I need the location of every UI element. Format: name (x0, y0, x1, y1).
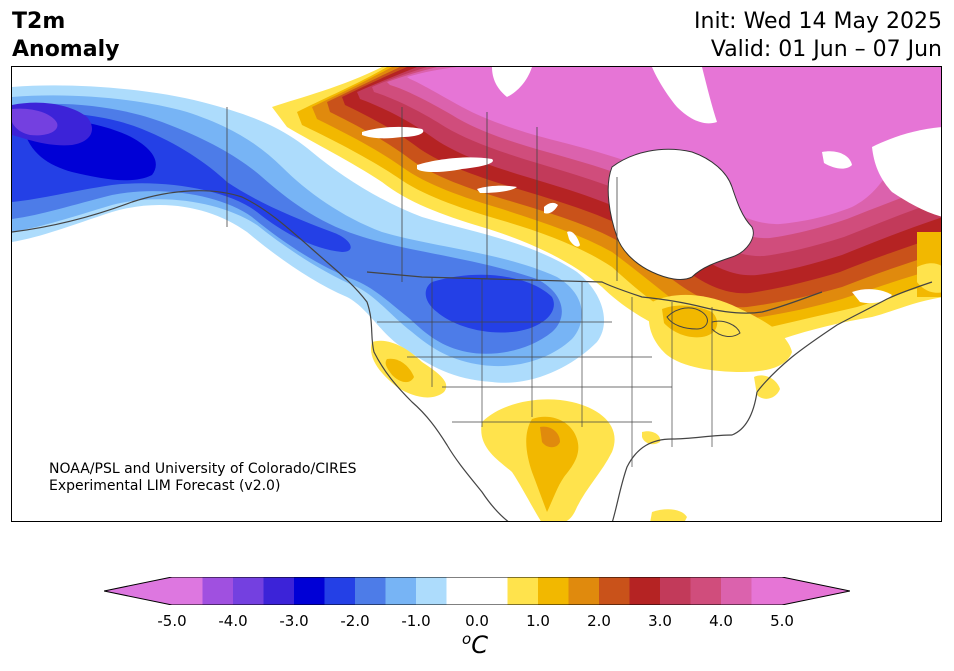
canada-provinces (226, 107, 618, 282)
us-state-grid (377, 277, 713, 467)
map-svg (12, 67, 941, 521)
texas-warm-2 (526, 416, 579, 512)
colorbar-segment (385, 577, 417, 605)
colorbar-extend-low (104, 577, 172, 605)
colorbar-tick-label: 0.0 (465, 612, 489, 630)
colorbar-segment (507, 577, 539, 605)
colorbar-segment (324, 577, 356, 605)
colorbar-tick-label: -5.0 (157, 612, 187, 630)
gulf-st-lawrence (852, 289, 892, 304)
warm-contour-9 (407, 67, 941, 225)
colorbar-tick-label: -2.0 (340, 612, 370, 630)
colorbar-segment (202, 577, 234, 605)
data-credit: NOAA/PSL and University of Colorado/CIRE… (49, 461, 357, 495)
colorbar-ticks: -5.0 -4.0 -3.0 -2.0 -1.0 0.0 1.0 2.0 3.0 4.0 5.0 (0, 612, 954, 632)
lake-winnipeg (567, 231, 580, 247)
colorbar-segment (263, 577, 295, 605)
colorbar-segment (233, 577, 264, 605)
ungava-bay (822, 151, 852, 169)
colorbar-segment (721, 577, 752, 605)
colorbar-unit: oC (462, 630, 488, 659)
great-lakes (666, 307, 741, 337)
colorbar-tick-label: 3.0 (648, 612, 672, 630)
title-line-2: Anomaly (12, 37, 120, 62)
colorbar-segment (355, 577, 386, 605)
atlantic-coastline (756, 281, 933, 393)
colorbar-extend-high (782, 577, 850, 605)
colorbar-segment (690, 577, 722, 605)
colorbar-segment (477, 577, 508, 605)
anomaly-map (11, 66, 942, 522)
colorbar-segment (599, 577, 630, 605)
forecast-dates: Init: Wed 14 May 2025 Valid: 01 Jun – 07… (694, 8, 942, 64)
colorbar-tick-label: -4.0 (218, 612, 248, 630)
colorbar-segment (416, 577, 447, 605)
cold-contour-4b (425, 274, 554, 333)
reindeer-lake (544, 202, 558, 214)
labrador-sea (872, 127, 941, 217)
colorbar-segment (629, 577, 661, 605)
valid-range: Valid: 01 Jun – 07 Jun (710, 37, 942, 62)
great-bear-lake (362, 126, 424, 139)
colorbar-tick-label: 5.0 (770, 612, 794, 630)
texas-warm-3 (540, 426, 560, 448)
colorbar-tick-label: 1.0 (526, 612, 550, 630)
colorbar-segment (568, 577, 600, 605)
colorbar-tick-label: 4.0 (709, 612, 733, 630)
colorbar-segment (660, 577, 691, 605)
colorbar-tick-label: 2.0 (587, 612, 611, 630)
gulf-coastline (611, 391, 758, 521)
colorbar-tick-label: -3.0 (279, 612, 309, 630)
yucatan-warm (650, 509, 687, 521)
carolina-warm (754, 375, 780, 399)
pacific-coastline (12, 190, 509, 521)
credit-line-2: Experimental LIM Forecast (v2.0) (49, 478, 281, 494)
cold-anomaly-region (12, 85, 605, 383)
colorbar-tick-label: -1.0 (401, 612, 431, 630)
colorbar-svg (103, 576, 851, 606)
us-canada-border (366, 271, 823, 314)
unit-base: C (471, 631, 488, 659)
map-title: T2m Anomaly (12, 8, 119, 64)
unit-superscript: o (462, 630, 472, 648)
colorbar-segment (751, 577, 783, 605)
california-warm-2 (385, 358, 414, 383)
arctic-channels (492, 67, 532, 97)
baffin-gap (652, 67, 717, 124)
colorbar-segment (446, 577, 478, 605)
hudson-bay (607, 148, 754, 280)
colorbar (103, 576, 851, 606)
init-date: Init: Wed 14 May 2025 (694, 9, 942, 34)
water-bodies (362, 67, 941, 304)
great-slave-lake (417, 157, 493, 172)
title-line-1: T2m (12, 9, 66, 34)
colorbar-segment (294, 577, 325, 605)
colorbar-segment (172, 577, 203, 605)
colorbar-segment (538, 577, 569, 605)
cold-contour-7 (12, 108, 58, 136)
credit-line-1: NOAA/PSL and University of Colorado/CIRE… (49, 461, 357, 477)
geographic-outlines (12, 107, 933, 521)
